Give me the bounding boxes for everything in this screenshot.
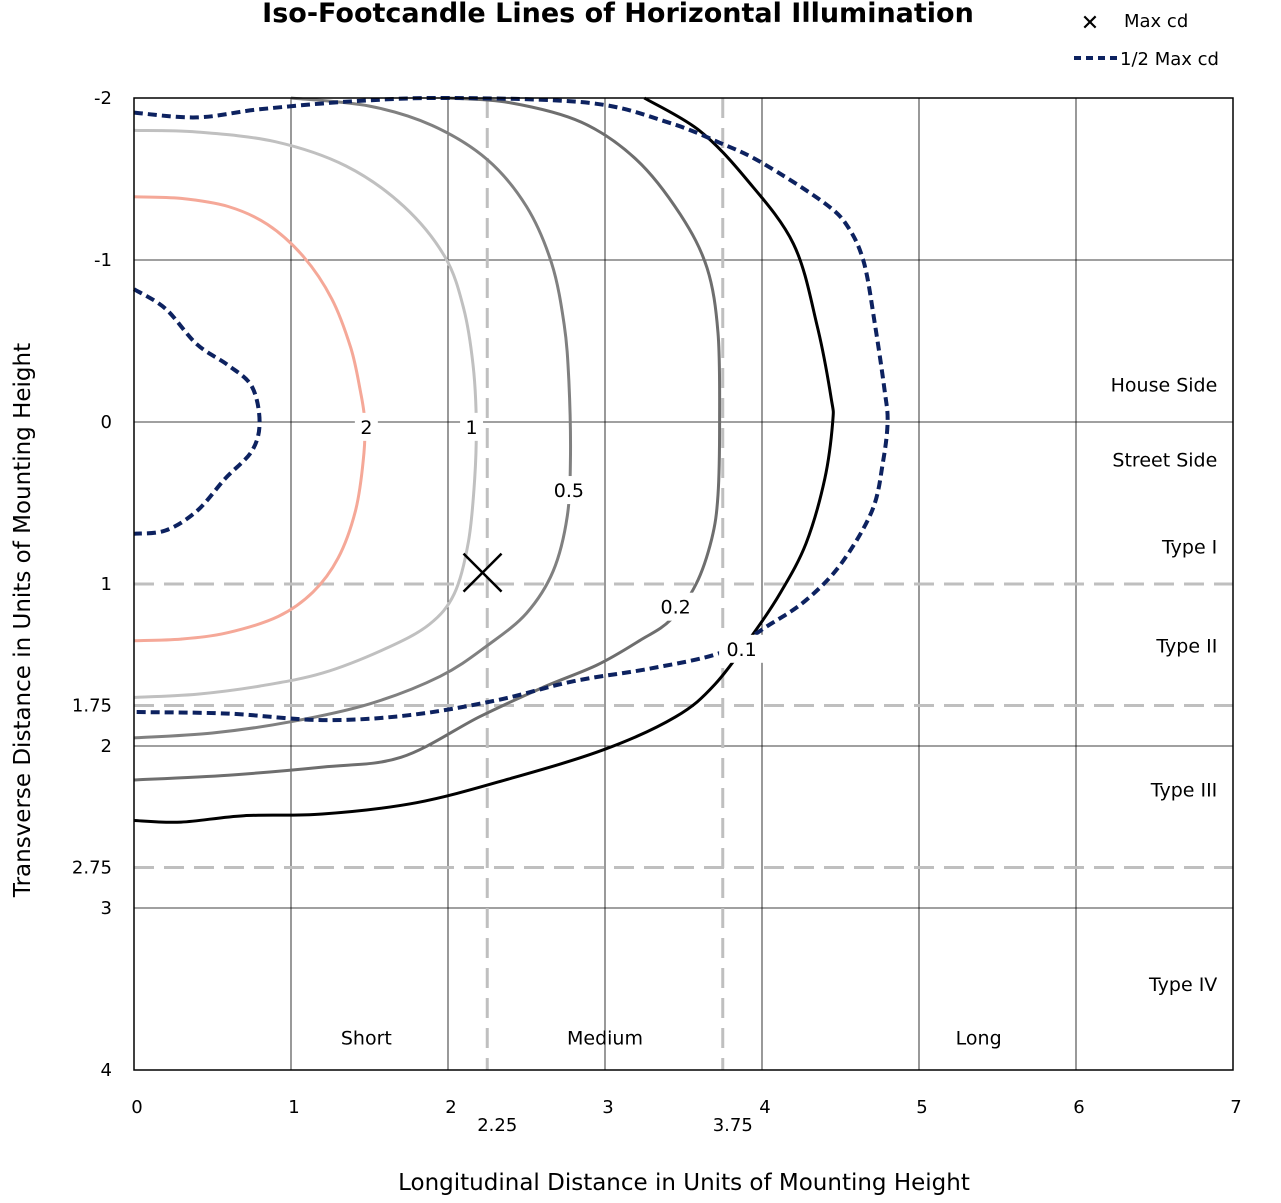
region-label-7: Medium xyxy=(567,1028,643,1050)
chart-title: Iso-Footcandle Lines of Horizontal Illum… xyxy=(262,0,974,29)
x-tick-4: 4 xyxy=(759,1097,770,1118)
region-label-5: Type IV xyxy=(1148,974,1217,996)
region-label-1: Street Side xyxy=(1112,449,1217,471)
curve-6 xyxy=(132,287,262,536)
x-tick-extra-1: 3.75 xyxy=(713,1115,753,1136)
contour-label-bg-2 xyxy=(546,476,592,505)
contour-labels: 2 1 0.5 0.2 0.1 xyxy=(354,412,765,663)
contour-label-bg-3 xyxy=(653,592,699,621)
x-tick-5: 5 xyxy=(916,1097,927,1118)
x-tick-3: 3 xyxy=(602,1097,613,1118)
y-tick-3: 1 xyxy=(101,574,112,595)
contour-label-bg-1 xyxy=(460,412,484,441)
x-axis-title: Longitudinal Distance in Units of Mounti… xyxy=(398,1170,970,1196)
curve-1 xyxy=(133,128,478,699)
region-label-8: Long xyxy=(956,1028,1002,1050)
region-label-0: House Side xyxy=(1111,375,1218,397)
legend-max-cd-marker: ✕ xyxy=(1081,11,1099,36)
x-axis-ticks: 0 1 2 3 4 5 6 7 2.25 3.75 xyxy=(131,1097,1241,1136)
y-tick-4: 1.75 xyxy=(72,696,112,717)
y-axis-title: Transverse Distance in Units of Mounting… xyxy=(10,343,36,898)
y-tick-0: -2 xyxy=(94,88,112,109)
region-label-6: Short xyxy=(341,1028,392,1050)
region-label-2: Type I xyxy=(1161,537,1217,559)
x-tick-1: 1 xyxy=(288,1097,299,1118)
plot-area-frame xyxy=(133,97,1234,1071)
legend-max-cd-label: Max cd xyxy=(1124,11,1188,32)
x-tick-extra-0: 2.25 xyxy=(477,1115,517,1136)
contour-label-bg-0 xyxy=(354,412,378,441)
region-label-4: Type III xyxy=(1150,780,1218,802)
curve-4 xyxy=(133,96,835,824)
contour-label-1: 1 xyxy=(466,417,478,439)
y-tick-2: 0 xyxy=(101,412,112,433)
contour-label-4: 0.1 xyxy=(726,639,756,661)
x-tick-2: 2 xyxy=(445,1097,456,1118)
region-label-3: Type II xyxy=(1155,636,1217,658)
legend-half-max-cd-label: 1/2 Max cd xyxy=(1120,49,1219,70)
reference-lines xyxy=(134,98,1233,1070)
max-cd-marker xyxy=(462,552,503,593)
region-labels: House Side Street Side Type I Type II Type I… xyxy=(341,375,1217,1050)
max-cd-marker-stroke-b xyxy=(462,552,503,593)
contour-label-bg-4 xyxy=(719,634,765,663)
curve-5 xyxy=(133,95,890,723)
x-tick-7: 7 xyxy=(1230,1097,1241,1118)
y-tick-8: 4 xyxy=(101,1060,112,1081)
y-tick-7: 3 xyxy=(101,898,112,919)
contour-label-3: 0.2 xyxy=(661,597,691,619)
legend: ✕ Max cd 1/2 Max cd xyxy=(1074,11,1219,70)
x-tick-6: 6 xyxy=(1073,1097,1084,1118)
y-tick-6: 2.75 xyxy=(72,858,112,879)
y-tick-5: 2 xyxy=(101,736,112,757)
x-tick-0: 0 xyxy=(131,1097,142,1118)
iso-footcandle-curves xyxy=(132,95,890,824)
curve-2 xyxy=(133,96,573,740)
y-axis-ticks: -2 -1 0 1 1.75 2 2.75 3 4 xyxy=(72,88,112,1081)
grid-lines xyxy=(134,98,1233,1070)
y-tick-1: -1 xyxy=(94,250,112,271)
curve-0 xyxy=(133,195,367,643)
contour-label-0: 2 xyxy=(360,417,372,439)
contour-label-2: 0.5 xyxy=(554,480,584,502)
curve-3 xyxy=(133,96,722,782)
